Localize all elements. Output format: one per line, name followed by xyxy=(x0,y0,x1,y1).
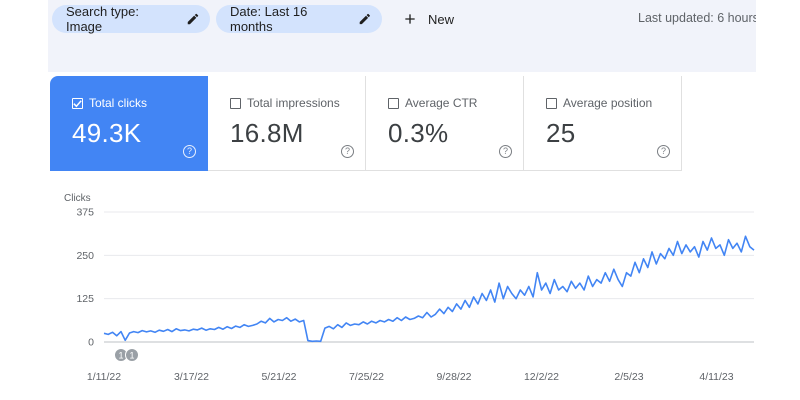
help-icon[interactable]: ? xyxy=(341,145,354,158)
x-tick-label: 9/28/22 xyxy=(436,371,471,383)
average-ctr-label: Average CTR xyxy=(405,96,478,110)
annotation-label: 1 xyxy=(129,351,134,361)
y-tick-label: 125 xyxy=(76,293,94,305)
filter-bar: Search type: Image Date: Last 16 months … xyxy=(48,0,758,72)
pencil-icon xyxy=(360,13,371,25)
x-tick-label: 4/11/23 xyxy=(699,371,733,383)
annotation-label: 1 xyxy=(118,351,123,361)
total-clicks-value: 49.3K xyxy=(72,118,142,148)
checkbox-icon[interactable] xyxy=(388,97,399,109)
search-type-chip-label: Search type: Image xyxy=(66,4,139,34)
average-position-card[interactable]: Average position 25 ? xyxy=(524,76,682,171)
y-tick-label: 250 xyxy=(76,250,94,262)
checkbox-checked-icon[interactable] xyxy=(72,97,83,109)
average-position-value: 25 xyxy=(546,118,576,148)
clicks-chart: Clicks 0 125 250 375 1/11/22 3/17/22 5/21/22 7/… xyxy=(50,184,756,400)
new-filter-label: New xyxy=(428,11,455,27)
date-range-chip-label: Date: Last 16 months xyxy=(230,4,308,34)
average-position-label: Average position xyxy=(563,96,653,110)
average-ctr-card[interactable]: Average CTR 0.3% ? xyxy=(366,76,524,171)
x-tick-label: 1/11/22 xyxy=(87,371,121,383)
total-impressions-value: 16.8M xyxy=(230,118,304,148)
date-range-chip[interactable]: Date: Last 16 months xyxy=(216,4,382,34)
help-icon[interactable]: ? xyxy=(183,145,196,158)
help-icon[interactable]: ? xyxy=(499,145,512,158)
metric-cards: Total clicks 49.3K ? Total impressions 1… xyxy=(50,76,684,171)
total-impressions-card[interactable]: Total impressions 16.8M ? xyxy=(208,76,366,171)
x-tick-label: 3/17/22 xyxy=(174,371,209,383)
average-ctr-label-row: Average CTR xyxy=(388,96,477,110)
total-clicks-card[interactable]: Total clicks 49.3K ? xyxy=(50,76,208,171)
y-tick-label: 0 xyxy=(88,337,94,349)
chart-svg: 0 125 250 375 1/11/22 3/17/22 5/21/22 7/25/22 9/… xyxy=(76,207,755,383)
right-edge xyxy=(756,0,800,400)
total-impressions-label-row: Total impressions xyxy=(230,96,340,110)
average-position-label-row: Average position xyxy=(546,96,652,110)
total-clicks-label-row: Total clicks xyxy=(72,96,147,110)
plus-icon xyxy=(405,14,415,24)
total-impressions-label: Total impressions xyxy=(247,96,340,110)
x-tick-label: 2/5/23 xyxy=(614,371,643,383)
average-ctr-value: 0.3% xyxy=(388,118,449,148)
annotation-marker xyxy=(125,348,139,362)
x-tick-label: 7/25/22 xyxy=(349,371,384,383)
x-tick-label: 12/2/22 xyxy=(524,371,559,383)
last-updated-text: Last updated: 6 hours ago xyxy=(638,11,758,25)
checkbox-icon[interactable] xyxy=(230,97,241,109)
clicks-series-line xyxy=(103,235,755,343)
search-type-chip[interactable]: Search type: Image xyxy=(52,4,210,34)
y-tick-label: 375 xyxy=(76,207,94,219)
help-icon[interactable]: ? xyxy=(657,145,670,158)
checkbox-icon[interactable] xyxy=(546,97,557,109)
new-filter-button[interactable]: New xyxy=(396,5,460,33)
y-axis-title: Clicks xyxy=(64,193,91,204)
pencil-icon xyxy=(187,13,199,25)
x-tick-label: 5/21/22 xyxy=(261,371,296,383)
total-clicks-label: Total clicks xyxy=(89,96,148,110)
